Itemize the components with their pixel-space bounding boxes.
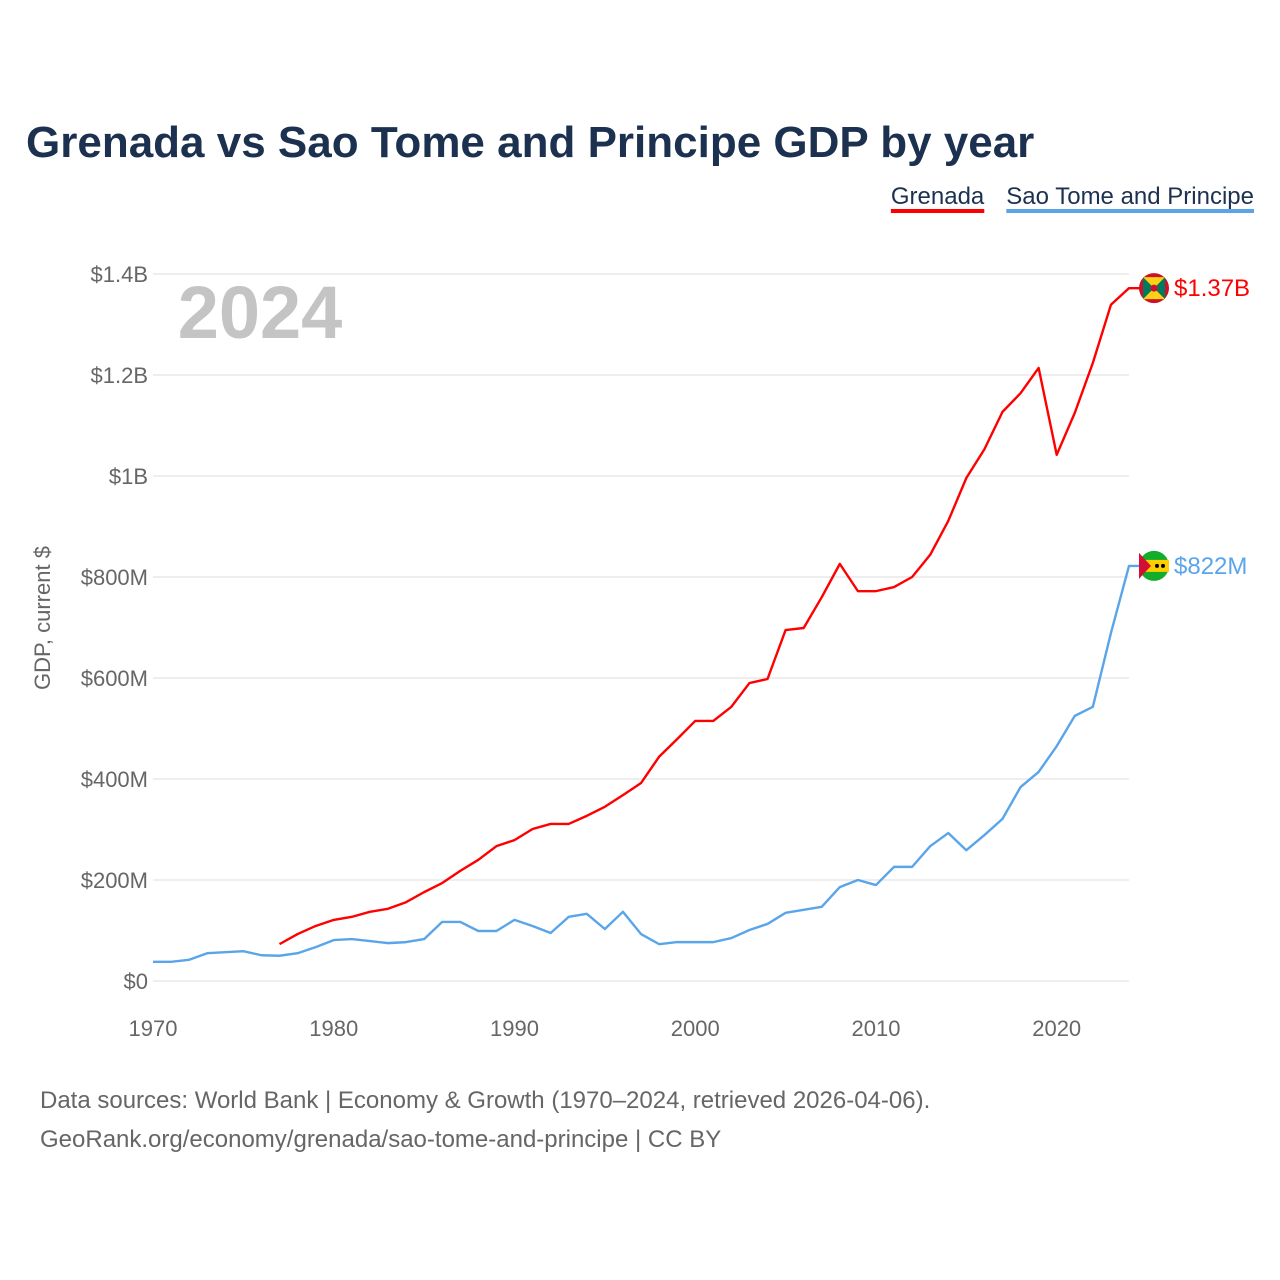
end-value-label: $1.37B xyxy=(1174,275,1250,302)
x-tick-label: 1980 xyxy=(309,1016,358,1041)
legend-swatch xyxy=(1006,209,1254,213)
series-line-grenada xyxy=(278,286,1140,946)
x-tick-label: 1990 xyxy=(490,1016,539,1041)
year-overlay: 2024 xyxy=(178,271,343,354)
end-value-label: $822M xyxy=(1174,553,1247,580)
grenada-flag-icon xyxy=(1139,273,1169,304)
source-line-2[interactable]: GeoRank.org/economy/grenada/sao-tome-and… xyxy=(40,1126,721,1153)
x-tick-label: 2010 xyxy=(851,1016,900,1041)
y-tick-label: $1B xyxy=(109,464,148,489)
source-line-1: Data sources: World Bank | Economy & Gro… xyxy=(40,1087,930,1114)
y-axis-label: GDP, current $ xyxy=(30,546,55,690)
y-tick-label: $1.4B xyxy=(91,262,149,287)
y-tick-label: $800M xyxy=(81,565,148,590)
y-tick-label: $1.2B xyxy=(91,363,149,388)
y-tick-label: $400M xyxy=(81,767,148,792)
legend-swatch xyxy=(890,209,985,213)
chart-title: Grenada vs Sao Tome and Principe GDP by … xyxy=(26,118,1034,167)
x-tick-label: 2000 xyxy=(671,1016,720,1041)
legend: Sao Tome and Principe Grenada xyxy=(890,183,1254,213)
y-tick-label: $0 xyxy=(124,969,148,994)
series-line-sao-tome-and-principe xyxy=(153,564,1140,964)
legend-item[interactable]: Sao Tome and Principe xyxy=(1006,183,1254,210)
sao-tome-flag-icon xyxy=(1139,550,1169,581)
y-tick-label: $200M xyxy=(81,868,148,893)
y-tick-label: $600M xyxy=(81,666,148,691)
x-tick-label: 2020 xyxy=(1032,1016,1081,1041)
legend-item[interactable]: Grenada xyxy=(891,183,985,210)
x-tick-label: 1970 xyxy=(129,1016,178,1041)
